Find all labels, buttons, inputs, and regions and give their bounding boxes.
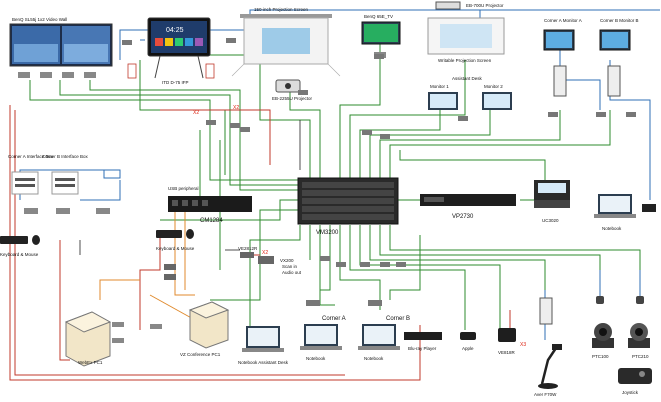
notebook-assistant-label: Notebook Assistant Desk	[238, 360, 289, 365]
wires-orange	[99, 205, 196, 321]
aver-camera: Aver F70W	[534, 344, 562, 397]
apple-tv: Apple	[460, 332, 476, 351]
notebook-b-label: Notebook	[364, 356, 384, 361]
ve2812r-label: VE2812R	[238, 246, 258, 251]
eb-projector: EB-700U Projector Writable Projection Sc…	[427, 1, 505, 63]
writable-screen-label: Writable Projection Screen	[438, 58, 492, 63]
usb-box-left	[127, 63, 137, 79]
corner-a-monitor-label: Corner A Monitor A	[544, 18, 582, 23]
keyboard-mid-label: Keyboard & Mouse	[156, 246, 195, 251]
vz-pc-label: VZ Conference PC1	[180, 352, 221, 357]
uc3020: UC3020	[534, 180, 570, 223]
uc-boxes	[112, 322, 162, 343]
corner-b-box-label: Corner B Interface Box	[42, 154, 89, 159]
assistant-desk: Assistant Desk Monitor 1 Monitor 2	[428, 76, 512, 110]
video-wall: BenQ SL55j 1x2 Video Wall	[9, 17, 113, 78]
corner-a-monitor: Corner A Monitor A	[543, 18, 582, 97]
x2-label-mid: X2	[262, 250, 268, 256]
corner-b-monitor-label: Corner B Monitor B	[600, 18, 639, 23]
ve818r-label: VE818R	[498, 350, 516, 355]
ve2812r-box: VE2812R	[238, 246, 258, 258]
keyboard-left: Keyboard & Mouse	[0, 235, 40, 257]
vx200-label: VX200	[280, 258, 294, 263]
bluray: Blu-ray Player	[404, 332, 442, 351]
monitor1-label: Monitor 1	[430, 84, 449, 89]
projector: EB-2255U Projector	[272, 79, 313, 101]
vp2730-label: VP2730	[452, 214, 474, 220]
ifp-time: 04:25	[166, 27, 184, 34]
webex-pc-label: WebEx PC1	[78, 360, 103, 365]
joystick: Joystick	[618, 368, 652, 395]
ifp-display: 04:25 ITD D-75 IFP	[147, 17, 211, 85]
scan-in-label: Scan in	[282, 264, 298, 269]
usb-box-right	[205, 63, 215, 79]
tv-label: BenQ 65E_TV	[364, 14, 393, 19]
small-camera-boxes	[596, 296, 644, 304]
audio-out-label: Audio out	[282, 270, 302, 275]
extenders-top	[122, 38, 636, 139]
projection-screen: 150-inch Projection Screen	[231, 7, 341, 77]
notebook-a-label: Notebook	[306, 356, 326, 361]
cm1284-label: CM1284	[200, 218, 223, 224]
ve818r: VE818R X3	[498, 328, 526, 355]
video-wall-label: BenQ SL55j 1x2 Video Wall	[12, 17, 67, 22]
center-extenders	[320, 256, 406, 267]
interface-extenders	[24, 169, 121, 214]
bluray-label: Blu-ray Player	[408, 346, 437, 351]
projection-screen-label: 150-inch Projection Screen	[254, 7, 309, 12]
apple-label: Apple	[462, 346, 474, 351]
assistant-desk-label: Assistant Desk	[452, 76, 483, 81]
corner-b-area: Corner B Notebook	[358, 300, 410, 361]
notebook-right-label: Notebook	[602, 226, 622, 231]
ptc100-label: PTC100	[592, 354, 609, 359]
corner-b-label: Corner B	[386, 316, 410, 322]
corner-b-box: Corner B Interface Box	[42, 154, 89, 195]
corner-b-monitor: Corner B Monitor B	[599, 18, 639, 97]
vm3200-label: VM3200	[316, 230, 339, 236]
small-boxes-mid	[164, 264, 176, 280]
corner-a-box: Corner A Interface Box	[8, 154, 54, 195]
keyboard-left-label: Keyboard & Mouse	[0, 252, 39, 257]
corner-a-box-label: Corner A Interface Box	[8, 154, 54, 159]
cm1284: USB peripheral CM1284	[168, 186, 252, 224]
ptc210: PTC210	[628, 323, 650, 359]
x3-label: X3	[520, 342, 526, 348]
x2-label-top2: X2	[233, 105, 239, 111]
monitor2-label: Monitor 2	[484, 84, 503, 89]
keyboard-mid: Keyboard & Mouse	[156, 229, 195, 251]
corner-a-label: Corner A	[322, 316, 346, 322]
uc3020-label: UC3020	[542, 218, 559, 223]
projector-label: EB-2255U Projector	[272, 96, 313, 101]
ifp-label: ITD D-75 IFP	[162, 80, 189, 85]
ptc210-label: PTC210	[632, 354, 649, 359]
vm3200: VM3200	[297, 177, 399, 236]
vx200-box: VX200 Scan in Audio out	[258, 256, 302, 275]
aver-extender	[539, 297, 553, 325]
x2-label-top: X2	[193, 110, 199, 116]
corner-a-area: Corner A Notebook	[300, 300, 346, 361]
vp2730: VP2730	[420, 194, 516, 220]
vz-pc: VZ Conference PC1	[180, 301, 230, 357]
eb-projector-label: EB-700U Projector	[466, 3, 504, 8]
notebook-assistant: Notebook Assistant Desk	[238, 326, 289, 365]
aver-label: Aver F70W	[534, 392, 557, 397]
ptc100: PTC100	[592, 323, 614, 359]
tv: BenQ 65E_TV	[361, 14, 401, 58]
webex-pc: WebEx PC1	[64, 311, 112, 367]
joystick-label: Joystick	[622, 390, 639, 395]
usb-peripheral-label: USB peripheral	[168, 186, 199, 191]
wires-black	[79, 120, 301, 255]
notebook-right: Notebook	[594, 194, 656, 231]
